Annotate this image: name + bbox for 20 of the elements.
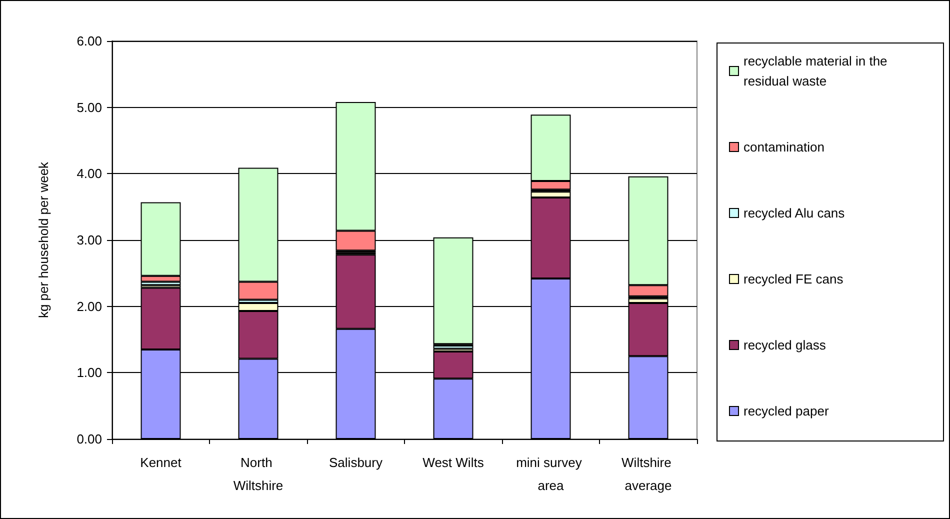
legend-label: recycled FE cans: [744, 272, 844, 286]
legend-label: recycled Alu cans: [744, 206, 846, 220]
y-tick-label: 5.00: [76, 100, 102, 115]
y-tick-label: 6.00: [76, 34, 102, 48]
x-tick-label: North Wiltshire: [233, 455, 284, 493]
x-tick-label: West Wilts: [422, 455, 484, 470]
y-axis-title: kg per household per week: [36, 161, 51, 318]
y-tick-label: 4.00: [76, 166, 102, 182]
y-tick-label: 0.00: [76, 432, 102, 446]
x-tick-label: Wiltshire average: [622, 455, 675, 493]
legend-label: recycled paper: [744, 404, 830, 418]
x-tick-label: Salisbury: [329, 455, 383, 470]
y-tick-label: 1.00: [76, 365, 102, 380]
x-tick-label: Kennet: [140, 455, 182, 470]
y-tick-label: 2.00: [76, 298, 102, 314]
legend-label: recyclable material in the residual waste: [744, 54, 891, 88]
legend-label: recycled glass: [744, 338, 826, 352]
legend-label: contamination: [744, 140, 824, 154]
y-tick-label: 3.00: [76, 232, 102, 248]
x-tick-label: mini survey area: [516, 455, 586, 493]
